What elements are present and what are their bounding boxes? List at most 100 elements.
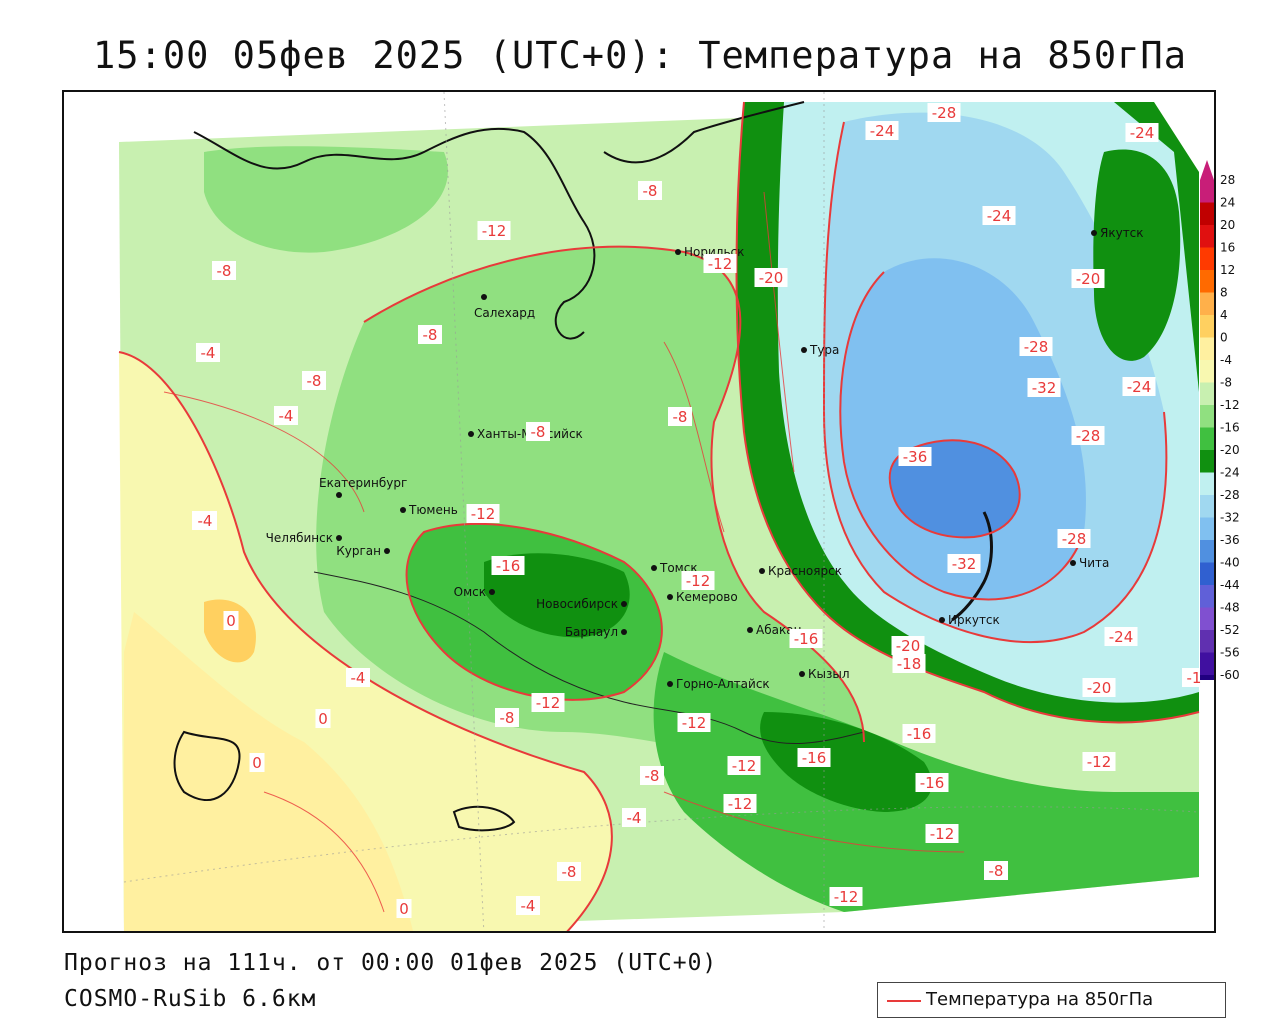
zone-minus8-north	[204, 146, 448, 253]
isotherm-label-bg	[531, 693, 565, 712]
warm-zone-above-0	[124, 612, 413, 931]
city-dot	[621, 629, 627, 635]
isotherm-label-bg	[754, 268, 788, 287]
isotherm-label-bg	[396, 899, 412, 918]
city-dot	[621, 601, 627, 607]
colorbar-tick-label: -20	[1220, 443, 1240, 457]
isotherm-label-bg	[1082, 752, 1116, 771]
city-dot	[675, 249, 681, 255]
isotherm-label-bg	[898, 447, 932, 466]
isotherm-label: -12	[732, 757, 757, 775]
colorbar-top-arrow	[1200, 160, 1214, 180]
isotherm-label-bg	[302, 371, 326, 390]
colorbar-segment	[1200, 585, 1214, 608]
isotherm-label: 0	[399, 900, 409, 918]
isotherm-label-bg	[1071, 426, 1105, 445]
colorbar-tick-label: 16	[1220, 241, 1235, 255]
city-dot	[651, 565, 657, 571]
zone-minus20-yakutsk	[1093, 149, 1181, 361]
colorbar-tick-label: -56	[1220, 646, 1240, 660]
colorbar-tick-label: -12	[1220, 398, 1240, 412]
warm-patch	[204, 599, 256, 663]
isotherm-label-bg	[1125, 123, 1159, 142]
isotherm-label-bg	[418, 325, 442, 344]
isotherm-label-bg	[668, 407, 692, 426]
city-label: Тюмень	[408, 503, 458, 517]
isotherm-label: 0	[226, 612, 236, 630]
isotherm-label: -36	[903, 448, 928, 466]
city-label: Кызыл	[808, 667, 850, 681]
isotherm-label: -12	[1087, 753, 1112, 771]
city-dot	[1070, 560, 1076, 566]
city-dot	[1091, 230, 1097, 236]
city-dot	[801, 347, 807, 353]
isotherm-label: -4	[198, 512, 213, 530]
isotherm-label: -8	[531, 423, 546, 441]
isotherm-label-bg	[892, 654, 926, 673]
city-dot	[468, 431, 474, 437]
colorbar-tick-label: -48	[1220, 601, 1240, 615]
colorbar-tick-label: -44	[1220, 578, 1240, 592]
colorbar-segment	[1200, 675, 1214, 680]
isotherm-label: -8	[307, 372, 322, 390]
isotherm-label-bg	[982, 206, 1016, 225]
colorbar-segment	[1200, 472, 1214, 495]
isotherm-label: -16	[907, 725, 932, 743]
isotherm-label: -4	[201, 344, 216, 362]
colorbar-tick-label: 20	[1220, 218, 1235, 232]
aral-shore	[452, 805, 516, 832]
isotherm-label: -12	[708, 255, 733, 273]
isotherm-label: -28	[1024, 338, 1049, 356]
isotherm-label: -8	[562, 863, 577, 881]
isotherm-label: -16	[496, 557, 521, 575]
isotherm-label: -20	[759, 269, 784, 287]
isotherm-label-bg	[1071, 269, 1105, 288]
isotherm-label-bg	[1057, 529, 1091, 548]
city-dot	[489, 589, 495, 595]
isotherm-label: 0	[318, 710, 328, 728]
isotherm-label-bg	[196, 343, 220, 362]
isotherm-label-bg	[557, 862, 581, 881]
isotherm-label: -28	[932, 104, 957, 122]
isotherm-label: -8	[500, 709, 515, 727]
isotherm-label-bg	[984, 861, 1008, 880]
isotherm-label-bg	[223, 611, 239, 630]
city-label: Новосибирск	[536, 597, 618, 611]
colorbar-segment	[1200, 270, 1214, 293]
colorbar-tick-label: -24	[1220, 466, 1240, 480]
isotherm-label-bg	[346, 668, 370, 687]
isotherm-label-bg	[315, 709, 331, 728]
isotherm-label-bg	[640, 766, 664, 785]
colorbar-tick-label: 28	[1220, 173, 1235, 187]
colorbar-segment	[1200, 405, 1214, 428]
colorbar-tick-label: 24	[1220, 196, 1235, 210]
colorbar-segment	[1200, 450, 1214, 473]
isotherm-label: -12	[471, 505, 496, 523]
isotherm-label: -8	[217, 262, 232, 280]
isotherm-label-bg	[622, 808, 646, 827]
isotherm-label-bg	[727, 756, 761, 775]
city-label: Барнаул	[565, 625, 618, 639]
city-label: Салехард	[474, 306, 535, 320]
colorbar-segment	[1200, 292, 1214, 315]
city-markers: НорильскСалехардТураЯкутскХанты-Мансийск…	[266, 226, 1144, 691]
city-dot	[667, 681, 673, 687]
city-dot	[799, 671, 805, 677]
isotherm-value-labels: -8 -12 -8 -8 -4 -8 -4 -8 -12 -8 -8 -12 -16 -12 -16 -12 -…	[192, 103, 1206, 918]
isotherm-label: -12	[536, 694, 561, 712]
city-dot	[481, 294, 487, 300]
isotherm-label: -4	[279, 407, 294, 425]
isotherm-label: -12	[482, 222, 507, 240]
isotherm-label: -18	[897, 655, 922, 673]
map-title: 15:00 05фев 2025 (UTC+0): Температура на…	[93, 34, 1187, 77]
colorbar-segment	[1200, 382, 1214, 405]
colorbar-tick-label: -16	[1220, 421, 1240, 435]
colorbar-tick-label: -52	[1220, 623, 1240, 637]
isotherm-label: -4	[521, 897, 536, 915]
city-label: Красноярск	[768, 564, 842, 578]
isotherm-label-bg	[638, 181, 662, 200]
city-label: Челябинск	[266, 531, 333, 545]
isotherm-label-bg	[1082, 678, 1116, 697]
map-canvas: НорильскСалехардТураЯкутскХанты-Мансийск…	[64, 92, 1214, 931]
lake-baikal	[951, 511, 993, 622]
